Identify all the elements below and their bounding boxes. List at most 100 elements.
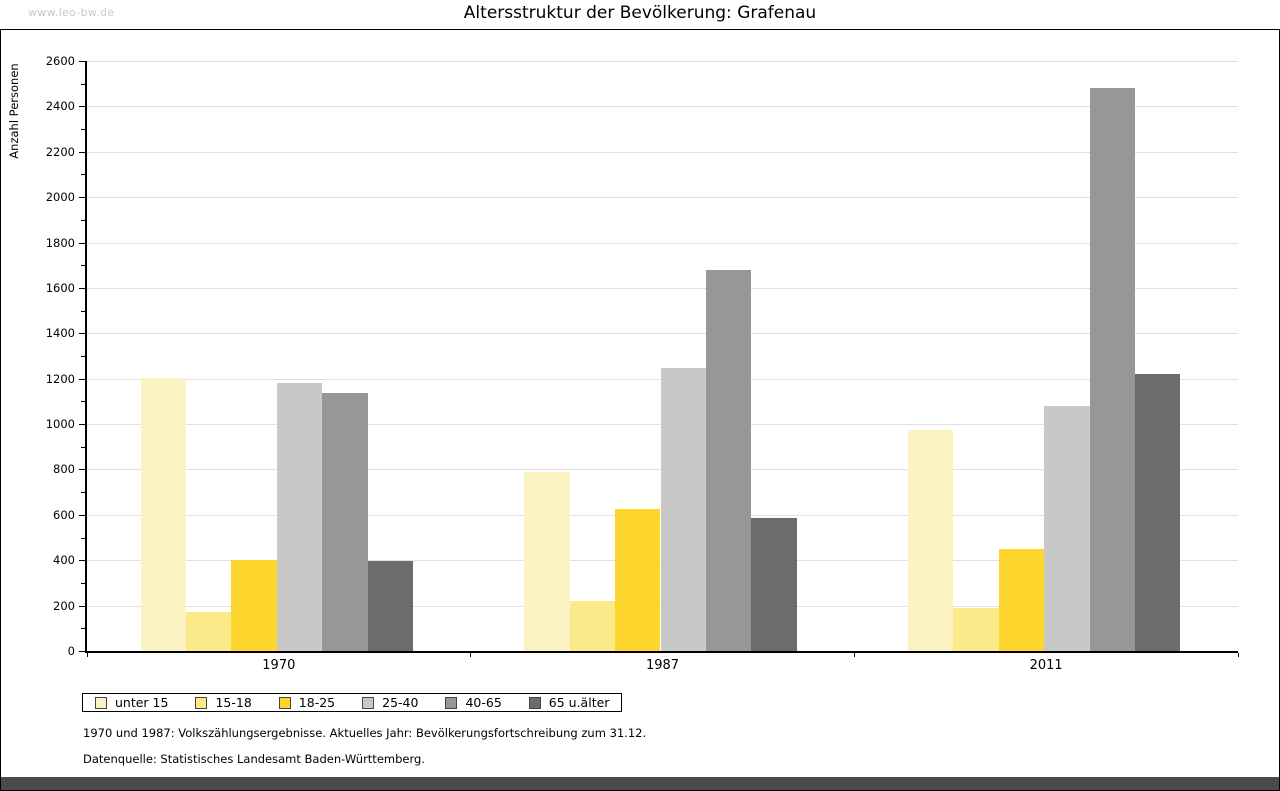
y-tick-2600 bbox=[79, 61, 85, 62]
y-tick-2100 bbox=[81, 174, 85, 176]
legend-swatch-25-40 bbox=[362, 696, 375, 709]
legend-swatch-18-25 bbox=[278, 696, 291, 709]
legend-swatch-65-u.älter bbox=[528, 696, 541, 709]
bar-1970-40-65 bbox=[322, 393, 368, 651]
bar-1970-25-40 bbox=[276, 383, 323, 651]
y-tick-label-1400: 1400 bbox=[45, 326, 75, 341]
bar-1987-unter-15 bbox=[524, 471, 570, 651]
y-tick-1200 bbox=[79, 378, 85, 380]
y-tick-400 bbox=[79, 560, 85, 562]
y-tick-0 bbox=[79, 651, 85, 652]
y-tick-label-1200: 1200 bbox=[45, 371, 75, 386]
legend-item-40-65: 40-65 bbox=[445, 694, 502, 711]
bar-1970-65-u.älter bbox=[367, 561, 414, 651]
y-tick-label-2000: 2000 bbox=[45, 190, 75, 205]
x-label-1987: 1987 bbox=[645, 658, 680, 673]
y-tick-label-200: 200 bbox=[53, 598, 75, 613]
y-tick-1100 bbox=[81, 401, 85, 403]
y-tick-label-2200: 2200 bbox=[45, 144, 75, 159]
footnotes: 1970 und 1987: Volkszählungsergebnisse. … bbox=[83, 725, 646, 767]
legend-item-25-40: 25-40 bbox=[362, 694, 418, 711]
y-tick-2200 bbox=[79, 151, 85, 153]
y-tick-2400 bbox=[79, 106, 85, 108]
y-tick-100 bbox=[81, 628, 85, 630]
y-tick-500 bbox=[81, 537, 85, 539]
bar-1987-25-40 bbox=[660, 368, 706, 651]
footnote-data-source: Datenquelle: Statistisches Landesamt Bad… bbox=[83, 752, 425, 766]
bar-2011-18-25 bbox=[998, 548, 1045, 651]
y-tick-label-2400: 2400 bbox=[45, 99, 75, 114]
x-label-1970: 1970 bbox=[262, 658, 296, 673]
y-tick-label-800: 800 bbox=[53, 462, 75, 477]
legend-label-unter-15: unter 15 bbox=[115, 695, 169, 710]
legend-item-15-18: 15-18 bbox=[195, 694, 252, 711]
legend: unter 15 15-18 18-25 25-40 40-65 65 u.älter bbox=[82, 693, 623, 712]
bar-2011-40-65 bbox=[1089, 88, 1135, 651]
gridline-1400 bbox=[87, 333, 1238, 335]
x-tick-1 bbox=[470, 653, 472, 657]
bar-1987-18-25 bbox=[615, 509, 661, 651]
plot-area bbox=[85, 61, 1238, 653]
legend-label-40-65: 40-65 bbox=[465, 695, 502, 710]
y-tick-2300 bbox=[81, 129, 85, 131]
footnote-source-note: 1970 und 1987: Volkszählungsergebnisse. … bbox=[83, 726, 647, 740]
chart-box: Anzahl Personen unter 15 15-18 18-25 25-40 4… bbox=[0, 29, 1280, 791]
y-tick-label-1800: 1800 bbox=[45, 235, 75, 250]
bar-2011-65-u.älter bbox=[1134, 374, 1181, 651]
bottom-strip bbox=[1, 777, 1279, 790]
legend-label-65-u.älter: 65 u.älter bbox=[548, 695, 610, 710]
bar-1987-40-65 bbox=[705, 269, 752, 651]
y-tick-label-2600: 2600 bbox=[45, 54, 75, 68]
gridline-1600 bbox=[87, 287, 1238, 289]
y-tick-1700 bbox=[81, 265, 85, 267]
y-tick-300 bbox=[81, 582, 85, 584]
y-tick-label-600: 600 bbox=[53, 507, 75, 522]
y-tick-700 bbox=[81, 492, 85, 494]
legend-swatch-unter-15 bbox=[95, 696, 107, 709]
y-axis-label: Anzahl Personen bbox=[7, 63, 21, 159]
gridline-2200 bbox=[87, 151, 1238, 153]
y-tick-600 bbox=[79, 514, 85, 516]
legend-item-18-25: 18-25 bbox=[278, 694, 336, 711]
bar-1970-18-25 bbox=[231, 560, 277, 651]
y-tick-1000 bbox=[79, 424, 85, 426]
bar-1987-15-18 bbox=[569, 601, 616, 651]
x-tick-2 bbox=[853, 653, 855, 657]
y-tick-1500 bbox=[81, 310, 85, 312]
y-tick-1800 bbox=[79, 242, 85, 244]
y-tick-label-1600: 1600 bbox=[45, 280, 75, 295]
y-tick-1900 bbox=[81, 219, 85, 221]
legend-label-25-40: 25-40 bbox=[382, 695, 419, 710]
legend-swatch-40-65 bbox=[445, 696, 458, 709]
y-tick-2500 bbox=[81, 83, 85, 85]
legend-label-18-25: 18-25 bbox=[298, 695, 336, 710]
x-tick-3 bbox=[1237, 653, 1239, 657]
y-tick-2000 bbox=[79, 197, 85, 199]
legend-swatch-15-18 bbox=[195, 696, 208, 709]
gridline-1800 bbox=[87, 242, 1238, 244]
y-tick-label-400: 400 bbox=[53, 553, 75, 568]
y-tick-1400 bbox=[79, 333, 85, 335]
legend-label-15-18: 15-18 bbox=[215, 695, 252, 710]
gridline-2000 bbox=[87, 197, 1238, 199]
y-tick-1300 bbox=[81, 356, 85, 357]
y-tick-label-0: 0 bbox=[67, 644, 75, 658]
y-tick-label-1000: 1000 bbox=[45, 417, 75, 432]
gridline-2400 bbox=[87, 106, 1238, 108]
bar-1987-65-u.älter bbox=[751, 518, 797, 651]
y-tick-1600 bbox=[79, 287, 85, 289]
bar-2011-unter-15 bbox=[907, 429, 954, 651]
x-tick-0 bbox=[86, 653, 88, 657]
bar-1970-15-18 bbox=[186, 612, 232, 651]
y-tick-200 bbox=[79, 605, 85, 607]
gridline-2600 bbox=[87, 61, 1238, 62]
bar-2011-15-18 bbox=[953, 607, 999, 651]
bar-1970-unter-15 bbox=[140, 377, 187, 651]
y-tick-800 bbox=[79, 469, 85, 471]
legend-item-unter-15: unter 15 bbox=[95, 694, 168, 711]
x-label-2011: 2011 bbox=[1029, 658, 1063, 673]
y-tick-900 bbox=[81, 446, 85, 448]
bar-2011-25-40 bbox=[1044, 405, 1090, 651]
page-title: Altersstruktur der Bevölkerung: Grafenau bbox=[463, 3, 817, 23]
